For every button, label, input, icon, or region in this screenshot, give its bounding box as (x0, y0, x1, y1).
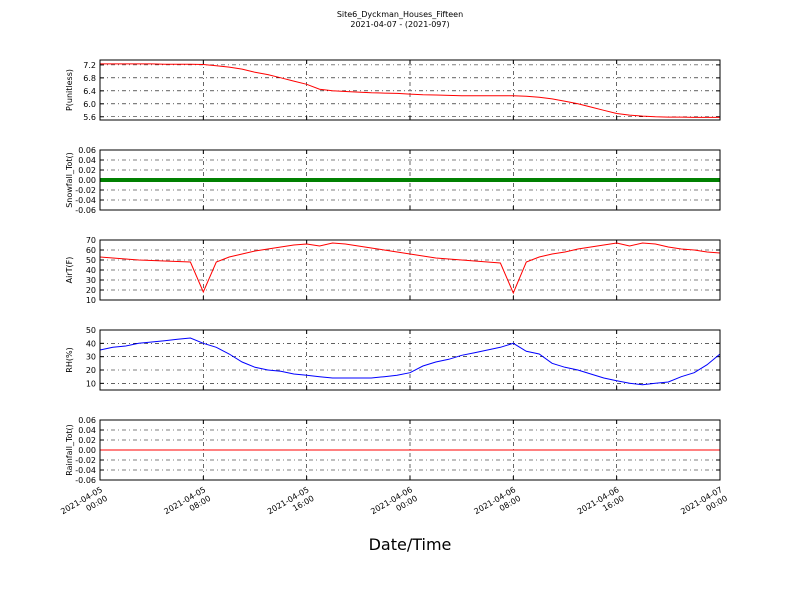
y-tick-label: 20 (86, 366, 96, 375)
x-tick-label: 2021-04-0508:00 (163, 485, 213, 525)
y-tick-label: 0.06 (78, 416, 96, 425)
y-axis-label: RH(%) (65, 347, 74, 372)
y-tick-label: -0.02 (75, 456, 96, 465)
y-tick-label: 10 (86, 296, 96, 305)
y-axis-label: P(unitless) (65, 69, 74, 111)
data-line (100, 63, 720, 118)
plot-frame (99, 419, 721, 481)
y-tick-label: 10 (86, 379, 96, 388)
plot-frame (99, 239, 721, 301)
y-tick-label: 60 (86, 246, 96, 255)
plot-frame (99, 59, 721, 121)
y-tick-label: 6.0 (83, 100, 96, 109)
y-tick-label: 40 (86, 266, 96, 275)
plot-frame (99, 149, 721, 211)
y-tick-label: -0.02 (75, 186, 96, 195)
x-tick-label: 2021-04-0500:00 (59, 485, 109, 525)
data-line (99, 337, 721, 386)
x-tick-label: 2021-04-0608:00 (473, 485, 523, 525)
y-tick-label: 6.4 (83, 87, 96, 96)
x-tick-label: 2021-04-0700:00 (679, 485, 729, 525)
y-tick-label: 7.2 (83, 61, 96, 70)
y-tick-label: 0.00 (78, 446, 96, 455)
plot-frame (99, 329, 721, 391)
y-tick-label: 0.04 (78, 426, 96, 435)
y-tick-label: 0.00 (78, 176, 96, 185)
y-tick-label: 50 (86, 256, 96, 265)
y-tick-label: 30 (86, 353, 96, 362)
y-tick-label: 70 (86, 236, 96, 245)
y-tick-label: 6.8 (83, 74, 96, 83)
data-line (99, 242, 721, 295)
y-axis-label: Snowfall_Tot() (65, 152, 74, 208)
y-tick-label: 0.02 (78, 166, 96, 175)
y-tick-label: -0.06 (75, 206, 96, 215)
y-tick-label: 0.04 (78, 156, 96, 165)
y-tick-label: 0.02 (78, 436, 96, 445)
y-axis-label: Rainfall_Tot() (65, 424, 74, 476)
chart-title: Site6_Dyckman_Houses_Fifteen (337, 10, 463, 19)
y-tick-label: -0.04 (75, 196, 96, 205)
x-tick-label: 2021-04-0600:00 (369, 485, 419, 525)
y-tick-label: 40 (86, 339, 96, 348)
y-tick-label: 50 (86, 326, 96, 335)
y-tick-label: -0.04 (75, 466, 96, 475)
y-axis-label: AirT(F) (65, 257, 74, 284)
y-tick-label: 0.06 (78, 146, 96, 155)
y-tick-label: 5.6 (83, 113, 96, 122)
chart-subtitle: 2021-04-07 - (2021-097) (350, 20, 449, 29)
x-tick-label: 2021-04-0616:00 (576, 485, 626, 525)
y-tick-label: 30 (86, 276, 96, 285)
y-tick-label: 20 (86, 286, 96, 295)
x-axis-label: Date/Time (369, 535, 452, 554)
x-tick-label: 2021-04-0516:00 (266, 485, 316, 525)
y-tick-label: -0.06 (75, 476, 96, 485)
